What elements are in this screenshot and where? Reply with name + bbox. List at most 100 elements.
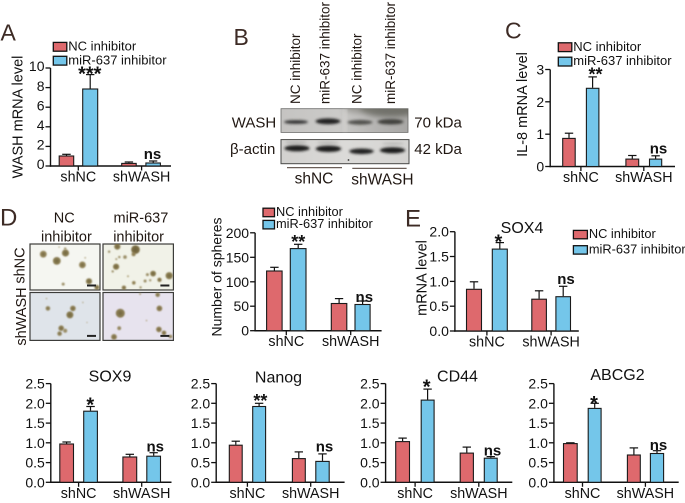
svg-text:2.0: 2.0 xyxy=(360,395,380,411)
svg-text:NC inhibitor: NC inhibitor xyxy=(350,33,365,104)
svg-text:0.5: 0.5 xyxy=(25,455,45,471)
svg-text:50: 50 xyxy=(234,298,250,314)
svg-text:miR-637 inhibitor: miR-637 inhibitor xyxy=(383,1,398,104)
svg-text:*: * xyxy=(86,395,94,417)
svg-text:shWASH: shWASH xyxy=(617,486,674,502)
svg-text:1.5: 1.5 xyxy=(191,415,211,431)
svg-text:ABCG2: ABCG2 xyxy=(590,367,644,384)
svg-text:shNC: shNC xyxy=(397,486,433,502)
svg-text:1.5: 1.5 xyxy=(360,415,380,431)
svg-text:miR-637 inhibitor: miR-637 inhibitor xyxy=(317,1,332,104)
svg-text:1.0: 1.0 xyxy=(528,435,548,451)
svg-text:0.5: 0.5 xyxy=(429,298,449,314)
svg-text:*: * xyxy=(495,232,503,254)
svg-text:C: C xyxy=(505,18,522,44)
svg-text:shWASH: shWASH xyxy=(113,170,170,186)
svg-text:ns: ns xyxy=(144,146,162,163)
svg-text:D: D xyxy=(0,205,17,232)
svg-text:ns: ns xyxy=(557,271,575,288)
svg-text:NC: NC xyxy=(54,211,75,227)
svg-text:NC inhibitor: NC inhibitor xyxy=(68,38,137,53)
svg-text:CD44: CD44 xyxy=(437,369,478,386)
svg-text:0.0: 0.0 xyxy=(191,474,211,490)
svg-text:2.5: 2.5 xyxy=(25,376,45,392)
svg-text:70 kDa: 70 kDa xyxy=(414,115,462,132)
svg-text:shWASH: shWASH xyxy=(351,172,413,189)
svg-text:2.0: 2.0 xyxy=(429,224,449,240)
svg-text:4: 4 xyxy=(37,117,45,133)
svg-text:1.5: 1.5 xyxy=(25,415,45,431)
svg-text:2.5: 2.5 xyxy=(528,376,548,392)
svg-text:shNC: shNC xyxy=(469,335,505,351)
svg-text:mRNA level: mRNA level xyxy=(415,240,431,316)
svg-text:shNC: shNC xyxy=(230,486,266,502)
svg-text:shNC: shNC xyxy=(295,171,334,188)
svg-text:0.0: 0.0 xyxy=(429,323,449,339)
svg-text:miR-637 inhibitor: miR-637 inhibitor xyxy=(589,241,685,256)
svg-text:ns: ns xyxy=(356,289,374,306)
svg-text:2.5: 2.5 xyxy=(191,376,211,392)
svg-text:miR-637 inhibitor: miR-637 inhibitor xyxy=(68,52,167,67)
svg-text:shWASH: shWASH xyxy=(14,287,30,345)
svg-text:6: 6 xyxy=(37,97,45,113)
svg-text:ns: ns xyxy=(316,438,334,455)
svg-text:2.0: 2.0 xyxy=(191,395,211,411)
svg-text:ns: ns xyxy=(650,437,668,454)
svg-text:ns: ns xyxy=(146,438,164,455)
svg-text:Number of spheres: Number of spheres xyxy=(209,217,225,336)
svg-text:E: E xyxy=(405,206,421,233)
svg-text:WASH: WASH xyxy=(232,115,276,132)
svg-text:2.0: 2.0 xyxy=(25,395,45,411)
svg-text:NC inhibitor: NC inhibitor xyxy=(288,33,303,104)
svg-text:3: 3 xyxy=(536,62,544,78)
svg-text:inhibitor: inhibitor xyxy=(41,229,92,245)
svg-text:1.0: 1.0 xyxy=(429,273,449,289)
svg-text:1.0: 1.0 xyxy=(360,435,380,451)
svg-text:2.5: 2.5 xyxy=(360,376,380,392)
svg-text:42 kDa: 42 kDa xyxy=(414,141,462,158)
svg-text:ns: ns xyxy=(650,140,668,157)
svg-text:miR-637 inhibitor: miR-637 inhibitor xyxy=(573,53,672,68)
svg-text:shWASH: shWASH xyxy=(113,486,170,502)
svg-text:1: 1 xyxy=(536,126,544,142)
svg-text:1.5: 1.5 xyxy=(429,249,449,265)
svg-text:SOX4: SOX4 xyxy=(501,220,544,237)
svg-text:WASH mRNA level: WASH mRNA level xyxy=(11,56,27,179)
svg-text:β-actin: β-actin xyxy=(230,141,275,158)
svg-text:shWASH: shWASH xyxy=(522,335,579,351)
svg-text:0: 0 xyxy=(37,156,45,172)
svg-text:200: 200 xyxy=(226,225,250,241)
svg-text:shNC: shNC xyxy=(563,170,599,186)
svg-text:NC inhibitor: NC inhibitor xyxy=(276,204,344,219)
svg-text:Nanog: Nanog xyxy=(255,370,302,387)
svg-text:B: B xyxy=(234,24,249,50)
svg-text:**: ** xyxy=(253,391,267,411)
svg-text:0.0: 0.0 xyxy=(25,474,45,490)
svg-text:shNC: shNC xyxy=(268,334,304,350)
svg-text:miR-637 inhibitor: miR-637 inhibitor xyxy=(276,216,373,231)
svg-text:NC inhibitor: NC inhibitor xyxy=(573,39,642,54)
svg-text:1.5: 1.5 xyxy=(528,415,548,431)
svg-text:2: 2 xyxy=(37,137,45,153)
svg-text:SOX9: SOX9 xyxy=(89,369,132,386)
svg-text:*: * xyxy=(590,393,598,415)
svg-text:ns: ns xyxy=(484,443,502,460)
svg-text:shNC: shNC xyxy=(60,170,96,186)
svg-text:0.0: 0.0 xyxy=(528,474,548,490)
svg-text:0.5: 0.5 xyxy=(360,455,380,471)
svg-text:shWASH: shWASH xyxy=(450,486,507,502)
svg-text:*: * xyxy=(423,377,431,399)
svg-text:**: ** xyxy=(291,232,305,252)
svg-text:100: 100 xyxy=(226,274,250,290)
svg-text:**: ** xyxy=(588,65,602,85)
svg-text:0.0: 0.0 xyxy=(360,474,380,490)
svg-text:inhibitor: inhibitor xyxy=(113,229,164,245)
svg-text:0.5: 0.5 xyxy=(191,455,211,471)
svg-text:NC inhibitor: NC inhibitor xyxy=(589,226,657,241)
svg-text:A: A xyxy=(1,20,17,46)
svg-text:shNC: shNC xyxy=(13,247,29,283)
svg-text:miR-637: miR-637 xyxy=(114,211,169,227)
svg-text:150: 150 xyxy=(226,249,250,265)
svg-text:IL-8 mRNA level: IL-8 mRNA level xyxy=(515,52,531,157)
svg-text:0.5: 0.5 xyxy=(528,455,548,471)
